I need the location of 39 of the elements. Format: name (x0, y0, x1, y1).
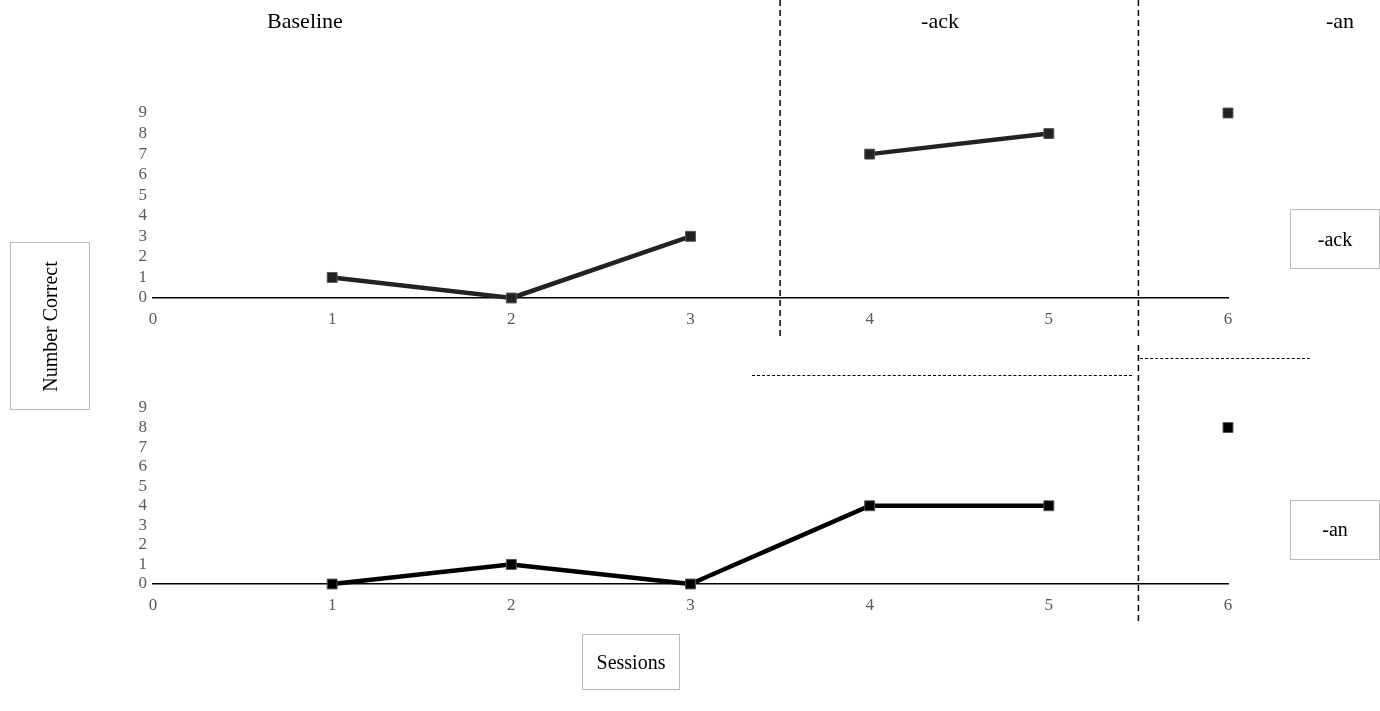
y-tick-label: 2 (138, 246, 147, 266)
y-tick-label: 0 (138, 573, 147, 593)
y-tick-label: 1 (138, 266, 147, 286)
y-tick-label: 4 (138, 205, 148, 225)
x-tick-label: 2 (507, 594, 516, 614)
text: -ack (921, 8, 959, 34)
x-axis-title: Sessions (582, 634, 680, 690)
y-tick-label: 3 (138, 514, 147, 534)
y-tick-label: 1 (138, 553, 147, 573)
y-tick-label: 6 (138, 456, 147, 476)
x-tick-label: 6 (1223, 594, 1233, 614)
x-tick-label: 4 (865, 594, 875, 614)
x-tick-label: 3 (686, 308, 695, 328)
y-tick-label: 4 (138, 495, 148, 515)
x-tick-label: 2 (507, 308, 516, 328)
text: -ack (1290, 209, 1380, 270)
y-tick-label: 7 (138, 436, 148, 456)
x-tick-label: 5 (1044, 594, 1054, 614)
text: -an (1290, 499, 1380, 560)
y-tick-label: 9 (138, 102, 147, 122)
y-tick-label: 3 (138, 225, 147, 245)
y-tick-label: 5 (138, 184, 147, 204)
y-tick-label: 7 (138, 143, 148, 163)
y-tick-label: 6 (138, 164, 147, 184)
y-tick-label: 9 (138, 397, 147, 417)
x-tick-label: 4 (865, 308, 875, 328)
x-tick-label: 1 (327, 308, 337, 328)
y-tick-label: 5 (138, 475, 147, 495)
x-tick-label: 3 (686, 594, 695, 614)
x-tick-label: 1 (327, 594, 337, 614)
x-tick-label: 6 (1223, 308, 1233, 328)
y-tick-label: 2 (138, 534, 147, 554)
y-tick-label: 8 (138, 123, 147, 143)
y-tick-label: 0 (138, 287, 147, 307)
text: -an (1325, 8, 1355, 34)
y-axis-title: Number Correct (38, 260, 62, 392)
x-tick-label: 5 (1044, 308, 1054, 328)
text: Baseline (267, 8, 343, 34)
y-tick-label: 8 (138, 417, 147, 437)
